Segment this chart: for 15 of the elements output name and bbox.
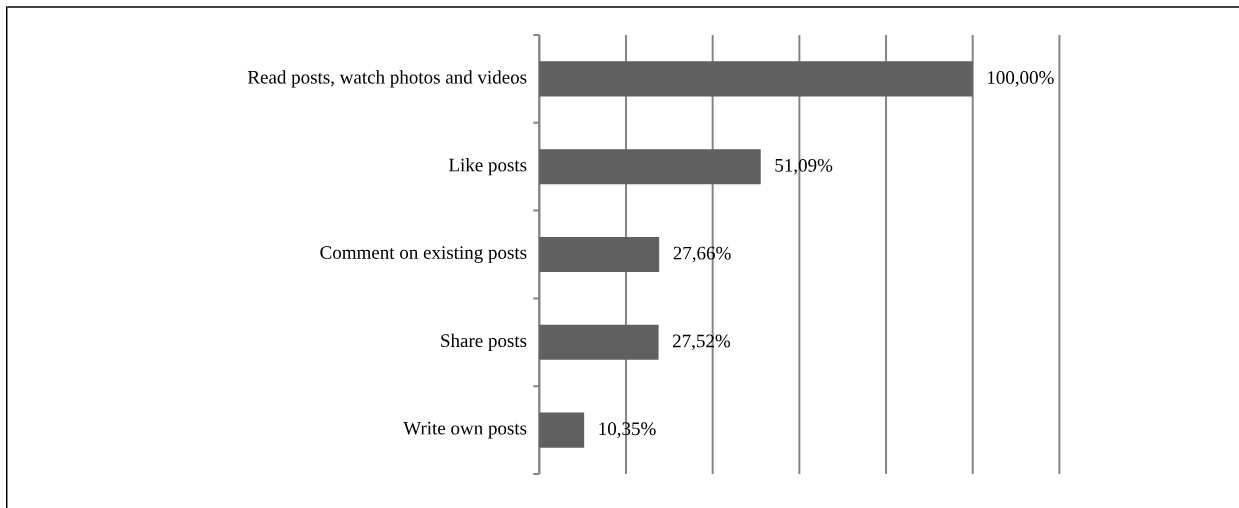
bar <box>539 324 659 360</box>
data-label: 27,52% <box>673 334 731 351</box>
bar <box>539 61 973 97</box>
data-label: 51,09% <box>775 158 833 175</box>
bar <box>539 412 585 448</box>
y-tick-label: Share posts <box>441 333 527 351</box>
y-tick-label: Like posts <box>448 158 527 176</box>
bar <box>539 149 761 185</box>
y-tick-label: Comment on existing posts <box>320 246 527 263</box>
data-label: 27,66% <box>673 246 731 263</box>
y-tick-label: Read posts, watch photos and videos <box>247 70 527 88</box>
bar <box>539 236 660 273</box>
y-tick-label: Write own posts <box>403 421 527 439</box>
data-label: 100,00% <box>987 71 1054 87</box>
data-label: 10,35% <box>599 422 656 438</box>
